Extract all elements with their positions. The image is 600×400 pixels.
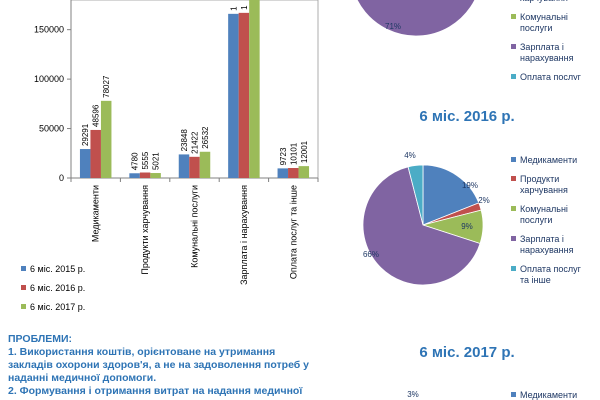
pie-slice	[422, 164, 480, 226]
bar-value-label: 48596	[92, 104, 101, 127]
bar	[100, 100, 112, 178]
bar-value-label: 23848	[180, 129, 189, 152]
bar	[298, 166, 310, 178]
bar-value-label: 9723	[279, 147, 288, 165]
bar-value-label: 10101	[289, 142, 298, 165]
pie-chart-2017: 6 міс. 2017 р. 3% Медикаменти	[407, 344, 577, 400]
x-category-label: Оплата послуг та інше	[288, 185, 298, 279]
bar	[139, 172, 151, 178]
legend-swatch	[511, 176, 516, 181]
legend-swatch	[511, 236, 516, 241]
y-tick-label: 150000	[34, 25, 64, 35]
problems-line-3: наданні медичної допомоги.	[8, 372, 157, 384]
pie2-legend: Медикаменти Продукти харчування Комунальні п…	[511, 155, 582, 285]
legend-swatch	[511, 14, 516, 19]
bar	[288, 168, 299, 178]
pie-slice	[362, 166, 481, 286]
legend-swatch	[511, 74, 516, 79]
pie-slice	[356, 0, 476, 37]
legend-swatch	[511, 392, 516, 397]
legend-label: 6 міс. 2015 р.	[30, 264, 85, 274]
bar-value-label: 5555	[141, 151, 150, 169]
bar	[228, 13, 239, 178]
x-category-label: Медикаменти	[91, 185, 101, 242]
legend-label: Медикаменти	[520, 390, 577, 400]
bar	[79, 149, 91, 178]
pie-slice-label: 71%	[385, 22, 401, 31]
pie1-legend: МедикаментиПродуктихарчуванняКомунальніп…	[511, 0, 582, 93]
legend-label: Оплата послуг та інше	[520, 264, 582, 285]
legend-label: Комунальні послуги	[520, 12, 568, 33]
bar-value-label: 1	[229, 6, 238, 11]
bar	[199, 151, 211, 178]
bar-value-label: 78027	[102, 75, 111, 98]
bar	[150, 173, 161, 178]
legend-swatch	[511, 206, 516, 211]
legend-swatch	[21, 285, 26, 290]
bar	[189, 156, 200, 178]
pie-slice-label: 19%	[462, 181, 478, 190]
legend-label: Комунальні послуги	[520, 204, 568, 225]
pie3-legend: Медикаменти	[511, 390, 577, 400]
problems-heading: ПРОБЛЕМИ:	[8, 333, 73, 345]
bar	[277, 168, 289, 178]
y-tick-label: 100000	[34, 74, 64, 84]
legend-label: 6 міс. 2016 р.	[30, 283, 85, 293]
bar	[238, 12, 250, 178]
problems-line-2: закладів охорони здоров'я, а не на задов…	[8, 359, 310, 371]
pie-slice-label: 9%	[461, 222, 473, 231]
legend-swatch	[511, 266, 516, 271]
pie-slice-label: 66%	[363, 250, 379, 259]
bar-value-label: 29291	[81, 123, 90, 146]
bar-value-label: 5021	[152, 152, 161, 170]
legend-label: Медикаменти	[520, 155, 577, 165]
legend-swatch	[21, 304, 26, 309]
bar-value-label: 21422	[191, 131, 200, 154]
bar-value-label: 26532	[201, 126, 210, 149]
legend-label: Зарплата і нарахування	[520, 234, 574, 255]
x-category-label: Зарплата і нарахування	[239, 185, 249, 285]
bar	[90, 129, 101, 178]
pie-chart-2016: 6 міс. 2016 р. 19%2% 9% 66% 4% Медикаменти Про…	[362, 108, 582, 286]
bar	[249, 0, 260, 178]
pie-slice-label: 4%	[404, 151, 416, 160]
legend-label: 6 міс. 2017 р.	[30, 302, 85, 312]
pie-slice	[407, 164, 424, 226]
x-category-label: Комунальні послуги	[190, 185, 200, 268]
x-category-label: Продукти харчування	[140, 185, 150, 275]
legend-swatch	[511, 157, 516, 162]
problems-line-4: 2. Формування і отримання витрат на нада…	[8, 385, 303, 397]
pie-chart-2015: 71% МедикаментиПродуктихарчуванняКомуналь…	[356, 0, 582, 93]
legend-label: Оплата послуг та інше	[520, 72, 582, 93]
problems-line-1: 1. Використання коштів, орієнтоване на у…	[8, 346, 276, 358]
bar	[178, 154, 190, 178]
pie1-slices	[356, 0, 476, 37]
bar	[129, 173, 140, 178]
bar-value-label: 12001	[300, 140, 309, 163]
y-tick-label: 50000	[39, 124, 64, 134]
legend-swatch	[21, 266, 26, 271]
pie-slice-label: 2%	[478, 196, 490, 205]
bar-value-label: 1	[240, 5, 249, 10]
legend-label: Зарплата і нарахування	[520, 42, 574, 63]
bar-value-label: 4780	[131, 152, 140, 170]
legend-swatch	[511, 44, 516, 49]
pie-title: 6 міс. 2016 р.	[419, 108, 514, 125]
problems-section: ПРОБЛЕМИ: 1. Використання коштів, орієнт…	[8, 333, 328, 398]
pie-slice-label: 3%	[407, 390, 419, 399]
pie-title: 6 міс. 2017 р.	[419, 344, 514, 361]
y-tick-label: 0	[59, 173, 64, 183]
